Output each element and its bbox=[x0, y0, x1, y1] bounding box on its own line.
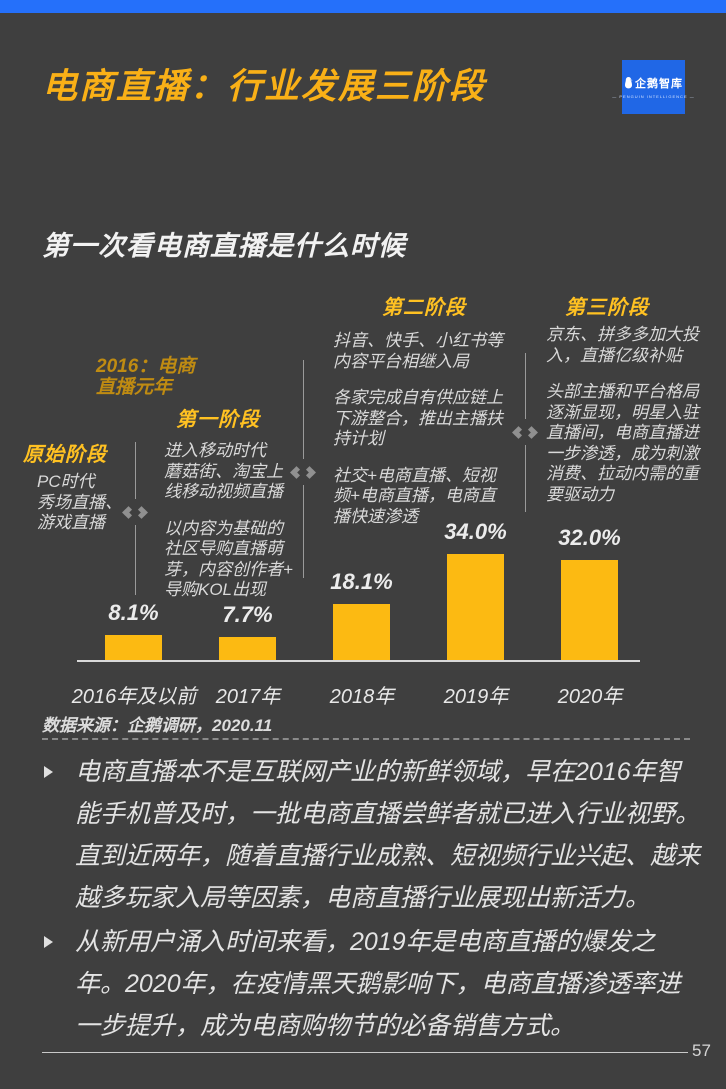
stage-paragraph: 头部主播和平台格局 逐渐显现，明星入驻 直播间，电商直播进 一步渗透，成为刺激 … bbox=[546, 382, 699, 504]
bullet-text: 从新用户涌入时间来看，2019年是电商直播的爆发之年。2020年，在疫情黑天鹅影… bbox=[75, 928, 681, 1040]
bar-2020 bbox=[561, 559, 618, 661]
stage-paragraph: 进入移动时代 蘑菇街、淘宝上 线移动视频直播 bbox=[164, 441, 283, 501]
bar-value-2020: 32.0% bbox=[558, 524, 621, 550]
year-label-2018: 2018年 bbox=[329, 686, 395, 708]
stage-body-original: PC时代 秀场直播、 游戏直播 bbox=[37, 472, 147, 550]
year-label-2019: 2019年 bbox=[443, 686, 509, 708]
chevrons-icon bbox=[507, 419, 543, 445]
chevron-right-icon bbox=[135, 505, 148, 519]
footer-rule bbox=[42, 1052, 688, 1053]
year-label-2017: 2017年 bbox=[215, 686, 281, 708]
chevrons-icon bbox=[117, 499, 153, 525]
chevron-right-icon bbox=[303, 465, 316, 479]
year-label-2016: 2016年及以前 bbox=[71, 686, 197, 708]
stage-paragraph: 抖音、快手、小红书等 内容平台相继入局 bbox=[333, 331, 503, 371]
brand-logo-name: 企鹅智库 bbox=[624, 75, 683, 91]
brand-logo-text: 企鹅智库 bbox=[635, 78, 683, 90]
bar-value-2017: 7.7% bbox=[222, 601, 273, 627]
chart-question-title: 第一次看电商直播是什么时候 bbox=[42, 231, 406, 261]
chevron-left-icon bbox=[290, 465, 303, 479]
x-axis-line bbox=[77, 660, 640, 662]
bar-2018 bbox=[333, 603, 390, 661]
page-number: 57 bbox=[692, 1041, 711, 1060]
brand-logo: 企鹅智库 — PENGUIN INTELLIGENCE — bbox=[612, 60, 694, 114]
dashed-divider bbox=[42, 738, 690, 740]
bar-value-2019: 34.0% bbox=[444, 518, 507, 544]
stage-title-original: 原始阶段 bbox=[23, 444, 107, 466]
penguin-icon bbox=[625, 77, 633, 89]
stage-title-1: 第一阶段 bbox=[176, 409, 260, 431]
bar-2016 bbox=[105, 635, 162, 661]
stage-title-3: 第三阶段 bbox=[565, 297, 649, 319]
commentary-section: 电商直播本不是互联网产业的新鲜领域，早在2016年智能手机普及时，一批电商直播尝… bbox=[42, 751, 704, 1049]
stage-paragraph: 京东、拼多多加大投 入，直播亿级补贴 bbox=[546, 325, 699, 365]
note-2016-first-year: 2016：电商 直播元年 bbox=[96, 356, 196, 398]
stage-paragraph: 各家完成自有供应链上 下游整合，推出主播扶 持计划 bbox=[333, 388, 503, 448]
top-accent-bar bbox=[0, 0, 726, 13]
stage-paragraph: 以内容为基础的 社区导购直播萌 芽，内容创作者+ 导购KOL出现 bbox=[164, 518, 293, 600]
chevron-right-icon bbox=[525, 425, 538, 439]
page-title: 电商直播：行业发展三阶段 bbox=[42, 67, 487, 106]
stage-body-1: 进入移动时代 蘑菇街、淘宝上 线移动视频直播 以内容为基础的 社区导购直播萌 芽… bbox=[164, 441, 299, 617]
stage-body-3: 京东、拼多多加大投 入，直播亿级补贴 头部主播和平台格局 逐渐显现，明星入驻 直… bbox=[546, 325, 716, 521]
bar-2017 bbox=[219, 636, 276, 661]
bullet-text: 电商直播本不是互联网产业的新鲜领域，早在2016年智能手机普及时，一批电商直播尝… bbox=[75, 758, 701, 912]
stage-paragraph: 社交+电商直播、短视 频+电商直播，电商直 播快速渗透 bbox=[333, 465, 496, 526]
data-source-note: 数据来源：企鹅调研，2020.11 bbox=[42, 716, 273, 735]
chevrons-icon bbox=[285, 459, 321, 485]
stage-paragraph: PC时代 秀场直播、 游戏直播 bbox=[37, 472, 122, 532]
triangle-bullet-icon bbox=[44, 766, 53, 778]
chevron-left-icon bbox=[122, 505, 135, 519]
stage-body-2: 抖音、快手、小红书等 内容平台相继入局 各家完成自有供应链上 下游整合，推出主播… bbox=[333, 331, 523, 543]
bar-2019 bbox=[447, 553, 504, 661]
year-label-2020: 2020年 bbox=[557, 686, 623, 708]
bullet-item: 电商直播本不是互联网产业的新鲜领域，早在2016年智能手机普及时，一批电商直播尝… bbox=[42, 751, 704, 919]
brand-logo-subtitle: — PENGUIN INTELLIGENCE — bbox=[612, 94, 695, 99]
bar-value-2016: 8.1% bbox=[108, 600, 159, 626]
stage-title-2: 第二阶段 bbox=[382, 297, 466, 319]
triangle-bullet-icon bbox=[44, 936, 53, 948]
chevron-left-icon bbox=[512, 425, 525, 439]
bullet-item: 从新用户涌入时间来看，2019年是电商直播的爆发之年。2020年，在疫情黑天鹅影… bbox=[42, 921, 704, 1047]
bar-value-2018: 18.1% bbox=[330, 568, 393, 594]
